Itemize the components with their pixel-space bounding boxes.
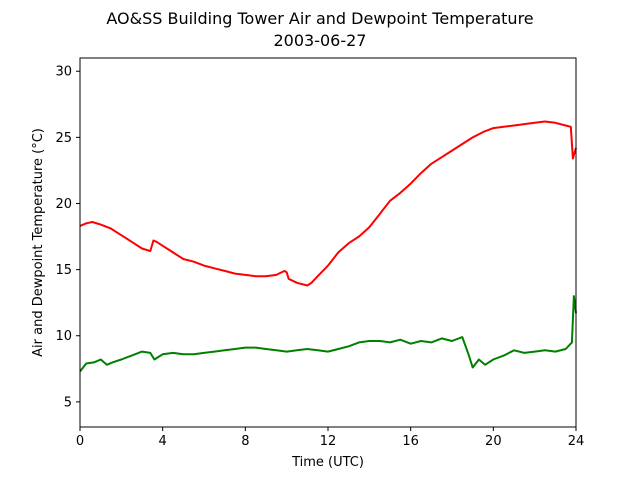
series-line-2	[79, 295, 577, 373]
y-tick-label: 25	[55, 131, 72, 146]
y-axis: 5 10 15 20 25 30	[55, 65, 80, 410]
y-tick-label: 5	[64, 395, 72, 410]
x-tick-label: 16	[402, 434, 419, 449]
x-tick-label: 8	[241, 434, 249, 449]
x-tick-label: 20	[485, 434, 502, 449]
plot-frame	[79, 57, 577, 428]
chart-subtitle: 2003-06-27	[274, 31, 367, 50]
x-axis: 0 4 8 12 16 20 24	[76, 427, 584, 449]
plot-lines	[79, 120, 577, 373]
y-tick-label: 15	[55, 263, 72, 278]
x-tick-label: 4	[159, 434, 167, 449]
x-tick-label: 0	[76, 434, 84, 449]
y-tick-label: 20	[55, 197, 72, 212]
x-tick-label: 24	[568, 434, 585, 449]
y-axis-label: Air and Dewpoint Temperature (°C)	[31, 128, 46, 357]
y-tick-label: 30	[55, 65, 72, 80]
x-axis-label: Time (UTC)	[291, 455, 364, 470]
series-line-1	[79, 120, 577, 287]
x-tick-label: 12	[320, 434, 337, 449]
y-tick-label: 10	[55, 329, 72, 344]
chart-title: AO&SS Building Tower Air and Dewpoint Te…	[106, 9, 533, 28]
